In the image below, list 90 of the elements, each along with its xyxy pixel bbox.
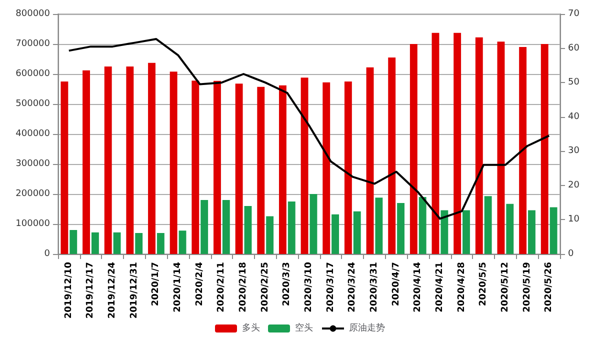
bar [148, 62, 156, 254]
bar [310, 194, 318, 254]
bar [454, 32, 462, 254]
y2-tick-label: 60 [568, 43, 580, 54]
y2-tick-label: 70 [568, 9, 580, 19]
bar [104, 66, 112, 254]
x-tick-label: 2020/1/7 [151, 262, 162, 306]
bar [332, 214, 340, 254]
y-tick-label: 300000 [16, 159, 50, 169]
bar [200, 200, 208, 254]
y-tick-label: 600000 [16, 69, 50, 79]
x-tick-label: 2019/12/10 [64, 262, 74, 319]
bar [170, 72, 178, 254]
bar [475, 37, 483, 254]
bar [244, 206, 252, 254]
bar [484, 196, 492, 254]
bar [388, 58, 396, 254]
bar [278, 85, 286, 254]
bar [135, 233, 143, 254]
x-tick-label: 2020/3/24 [348, 262, 358, 312]
y-tick-label: 700000 [16, 39, 50, 49]
bar [410, 44, 418, 254]
legend-label: 原油走势 [349, 322, 385, 334]
x-tick-label: 2019/12/24 [108, 262, 118, 319]
bar [322, 82, 330, 254]
x-tick-label: 2020/1/14 [173, 262, 184, 312]
bar [397, 203, 404, 254]
line-series [68, 38, 550, 220]
bar [462, 210, 470, 254]
x-tick-label: 2019/12/17 [86, 262, 96, 319]
bar [113, 232, 121, 254]
bar [126, 66, 134, 254]
x-tick-label: 2020/4/14 [413, 262, 424, 312]
bar [288, 202, 296, 254]
y2-tick-label: 40 [568, 112, 580, 122]
bar [178, 230, 186, 254]
x-tick-label: 2020/4/28 [456, 262, 467, 312]
bar [440, 210, 448, 254]
x-tick-label: 2020/5/26 [544, 262, 554, 312]
bar [497, 42, 505, 254]
x-tick-label: 2020/3/3 [282, 262, 292, 306]
bar [519, 47, 527, 254]
bar [235, 84, 243, 254]
x-tick-label: 2020/4/21 [434, 262, 445, 312]
x-tick-label: 2020/2/25 [260, 262, 270, 312]
y2-tick-label: 20 [568, 180, 580, 190]
bar [418, 197, 426, 254]
bar [366, 67, 374, 254]
bar [60, 82, 68, 254]
bar [506, 204, 514, 254]
bar [528, 210, 536, 254]
x-tick-label: 2020/3/10 [304, 262, 314, 312]
bar [300, 78, 308, 254]
bar [540, 44, 548, 254]
x-tick-label: 2020/3/17 [326, 262, 336, 312]
bar [214, 80, 221, 254]
y2-tick-label: 10 [568, 214, 580, 225]
bar [266, 216, 274, 254]
bar [222, 200, 230, 254]
y-tick-label: 100000 [16, 219, 50, 229]
y2-tick-label: 50 [568, 78, 580, 88]
y-tick-label: 500000 [16, 99, 50, 109]
y-tick-label: 0 [44, 249, 50, 259]
bar [70, 230, 78, 254]
x-tick-label: 2020/5/19 [522, 262, 532, 312]
bar [344, 82, 352, 254]
bar [91, 232, 99, 254]
x-tick-label: 2020/2/4 [194, 262, 205, 306]
bar [82, 70, 90, 254]
bar [375, 198, 383, 254]
bar [550, 207, 558, 254]
x-tick-label: 2020/2/11 [216, 262, 227, 312]
y2-tick-label: 0 [568, 249, 574, 259]
x-tick-label: 2020/5/12 [500, 262, 510, 312]
y2-tick-label: 30 [568, 146, 580, 156]
x-tick-label: 2020/4/7 [391, 262, 402, 306]
x-tick-label: 2020/3/31 [369, 262, 380, 312]
x-tick-label: 2020/2/18 [238, 262, 249, 312]
x-tick-label: 2019/12/31 [129, 262, 140, 319]
bar [192, 80, 200, 254]
legend-label: 空头 [295, 322, 313, 334]
legend-label: 多头 [242, 322, 260, 334]
bar [353, 211, 361, 254]
x-tick-label: 2020/5/5 [478, 262, 489, 306]
bar [257, 86, 265, 254]
y-tick-label: 800000 [16, 9, 50, 19]
bar [156, 233, 164, 254]
y-tick-label: 400000 [16, 129, 50, 139]
bar [432, 32, 440, 254]
y-tick-label: 200000 [16, 189, 50, 199]
